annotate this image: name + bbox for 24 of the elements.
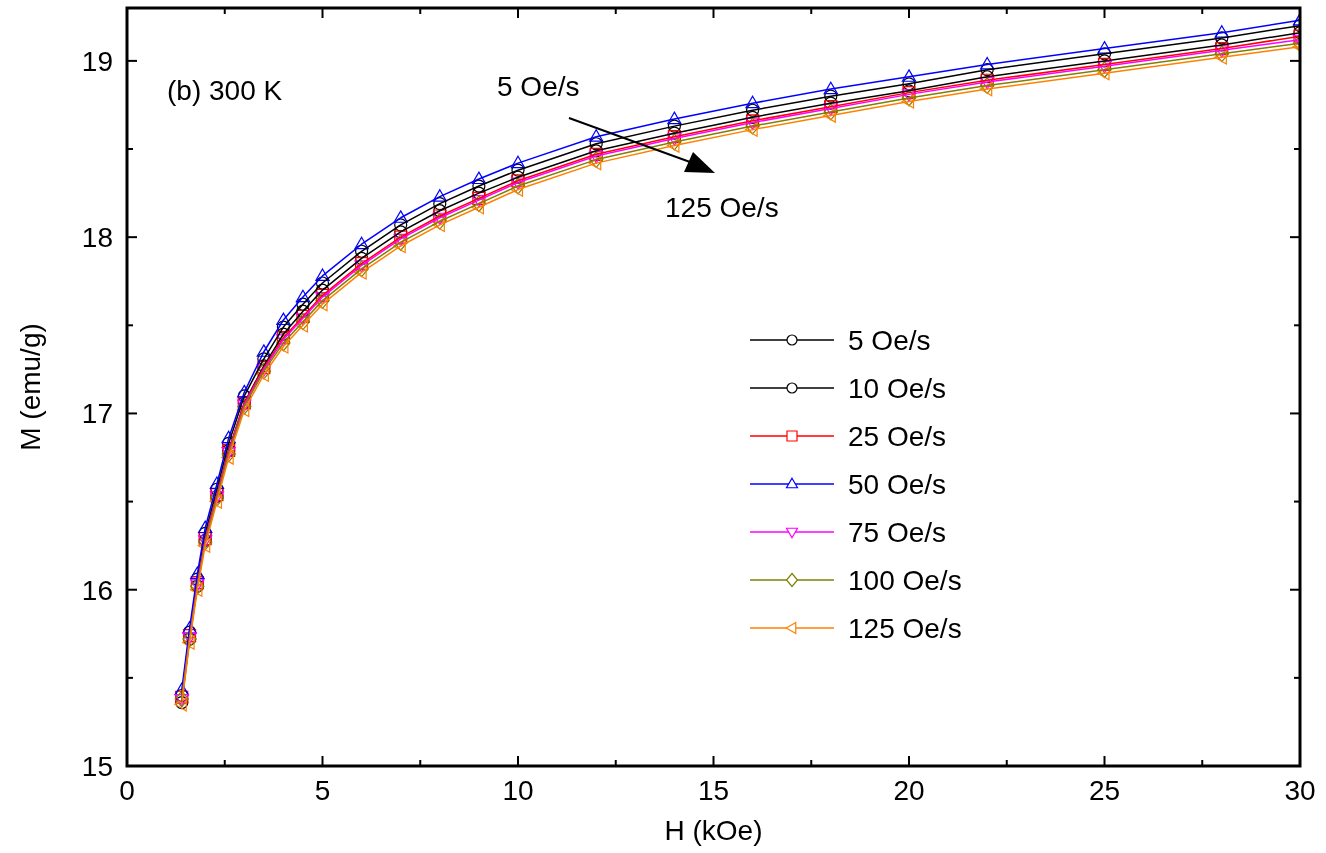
annotation: 5 Oe/s [497, 71, 580, 102]
y-tick-label: 15 [81, 751, 113, 782]
x-tick-label: 15 [697, 775, 730, 806]
x-tick-label: 0 [119, 775, 135, 806]
y-tick-label: 16 [81, 574, 113, 606]
legend-label: 50 Oe/s [848, 469, 947, 500]
y-axis-title: M (emu/g) [15, 323, 46, 451]
annotation: (b) 300 K [167, 75, 283, 106]
legend-label: 5 Oe/s [848, 325, 931, 356]
x-tick-label: 30 [1284, 775, 1316, 806]
x-axis-title: H (kOe) [664, 815, 763, 846]
y-tick-label: 19 [81, 45, 113, 77]
y-tick-label: 18 [81, 222, 113, 254]
x-tick-label: 25 [1088, 775, 1121, 806]
legend-label: 10 Oe/s [848, 373, 947, 404]
x-tick-label: 5 [314, 775, 331, 806]
x-tick-label: 10 [502, 775, 534, 806]
legend-label: 75 Oe/s [848, 517, 947, 548]
annotation: 125 Oe/s [665, 192, 779, 223]
legend-label: 25 Oe/s [848, 421, 947, 452]
y-tick-label: 17 [81, 398, 113, 430]
legend-label: 100 Oe/s [848, 565, 962, 596]
legend-label: 125 Oe/s [848, 613, 962, 644]
x-tick-label: 20 [893, 775, 925, 806]
